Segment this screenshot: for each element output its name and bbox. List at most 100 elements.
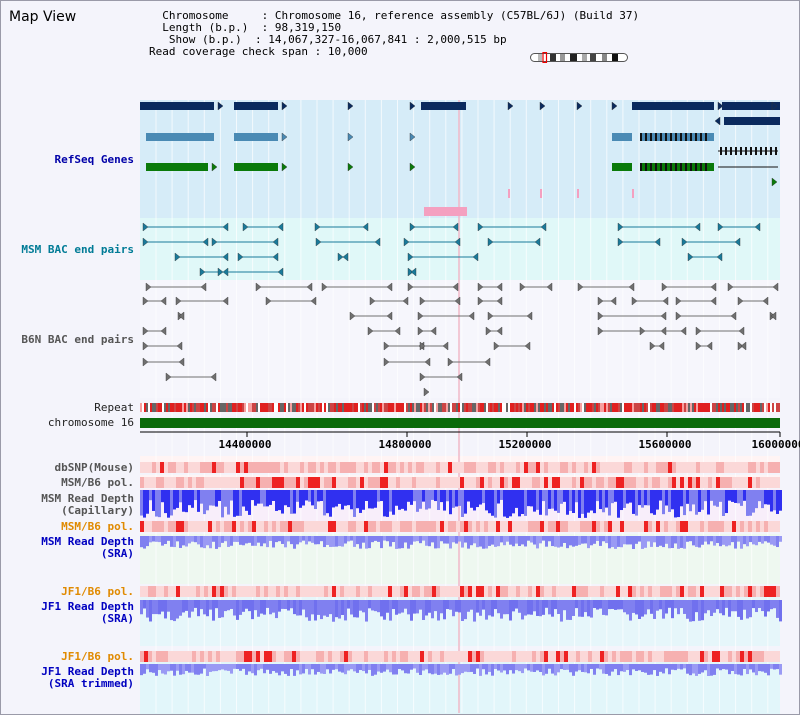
heat-cell (344, 586, 348, 597)
depth-bar (461, 664, 464, 674)
gene-arrow (409, 132, 416, 142)
depth-bar (257, 536, 260, 543)
depth-bar (719, 664, 722, 671)
heat-cell (688, 462, 692, 473)
depth-bar (170, 664, 173, 671)
heat-cell (640, 477, 644, 488)
track-label-b6n-bac[interactable]: B6N BAC end pairs (21, 333, 134, 346)
heat-cell (420, 462, 424, 473)
heat-cell (656, 521, 660, 532)
repeat-cell (472, 403, 474, 412)
depth-bar (575, 490, 578, 503)
depth-bar (242, 490, 245, 507)
depth-bar (167, 536, 170, 541)
depth-bar (578, 664, 581, 671)
heat-cell (384, 521, 388, 532)
track-label-msm-depth-capillary[interactable]: MSM Read Depth (Capillary) (41, 493, 134, 517)
heat-cell (476, 586, 480, 597)
depth-bar (515, 600, 518, 609)
depth-bar (266, 600, 269, 608)
repeat-cell (454, 403, 456, 412)
depth-bar (503, 490, 506, 517)
repeat-cell (278, 403, 280, 412)
exon-mark (690, 133, 692, 141)
depth-bar (374, 536, 377, 541)
heat-cell (324, 521, 328, 532)
depth-bar (527, 664, 530, 671)
repeat-cell (210, 403, 212, 412)
repeat-cell (346, 403, 348, 412)
heat-cell (676, 477, 680, 488)
heat-cell (472, 462, 476, 473)
heat-cell (508, 477, 512, 488)
track-label-msm-depth-sra[interactable]: MSM Read Depth (SRA) (41, 536, 134, 560)
depth-bar (392, 490, 395, 515)
track-label-dbsnp[interactable]: dbSNP(Mouse) (54, 461, 134, 474)
depth-bar (668, 490, 671, 512)
depth-bar (281, 600, 284, 609)
track-label-jf1-b6-pol-1[interactable]: JF1/B6 pol. (61, 585, 134, 598)
track-label-msm-bac[interactable]: MSM BAC end pairs (21, 243, 134, 256)
track-label-chromosome[interactable]: chromosome 16 (47, 416, 134, 429)
heat-cell (336, 521, 340, 532)
heat-cell (336, 651, 340, 662)
depth-bar (347, 664, 350, 671)
track-label-msm-b6-pol-1[interactable]: MSM/B6 pol. (61, 476, 134, 489)
heat-cell (672, 521, 676, 532)
heat-cell (540, 521, 544, 532)
heat-cell (636, 462, 640, 473)
heat-cell (676, 651, 680, 662)
heat-cell (424, 462, 428, 473)
heat-cell (312, 651, 316, 662)
exon-mark (725, 147, 727, 155)
track-label-refseq[interactable]: RefSeq Genes (54, 153, 134, 166)
depth-bar (533, 664, 536, 672)
heat-cell (444, 521, 448, 532)
depth-bar (191, 664, 194, 673)
heat-cell (256, 521, 260, 532)
heat-cell (208, 586, 212, 597)
depth-bar (497, 490, 500, 504)
heat-cell (640, 586, 644, 597)
repeat-cell (146, 403, 148, 412)
repeat-cell (476, 403, 478, 412)
heat-cell (364, 521, 368, 532)
repeat-cell (270, 403, 272, 412)
depth-bar (413, 664, 416, 669)
track-label-msm-b6-pol-2[interactable]: MSM/B6 pol. (61, 520, 134, 533)
depth-bar (266, 536, 269, 548)
depth-bar (626, 600, 629, 615)
repeat-cell (362, 403, 364, 412)
repeat-cell (644, 403, 646, 412)
track-label-jf1-b6-pol-2[interactable]: JF1/B6 pol. (61, 650, 134, 663)
track-label-repeat[interactable]: Repeat (94, 401, 134, 414)
heat-cell (180, 586, 184, 597)
track-label-jf1-depth-trimmed[interactable]: JF1 Read Depth (SRA trimmed) (41, 666, 134, 690)
depth-bar (770, 600, 773, 610)
repeat-cell (410, 403, 412, 412)
depth-bar (689, 600, 692, 622)
depth-bar (455, 536, 458, 544)
gene-arrow (362, 222, 369, 232)
heat-cell (440, 651, 444, 662)
repeat-cell (670, 403, 672, 412)
heat-cell (456, 521, 460, 532)
heat-cell (628, 477, 632, 488)
depth-bar (458, 664, 461, 675)
depth-bar (671, 490, 674, 510)
depth-bar (524, 490, 527, 516)
chromosome-ideogram[interactable] (530, 52, 628, 63)
depth-bar (710, 664, 713, 676)
heat-cell (724, 521, 728, 532)
repeat-cell (582, 403, 584, 412)
heat-cell (176, 462, 180, 473)
repeat-cell (518, 403, 520, 412)
depth-bar (719, 490, 722, 502)
heat-cell (480, 477, 484, 488)
gene-arrow (771, 177, 778, 187)
repeat-cell (256, 403, 258, 412)
repeat-cell (628, 403, 630, 412)
track-label-jf1-depth-sra[interactable]: JF1 Read Depth (SRA) (41, 601, 134, 625)
depth-bar (767, 490, 770, 505)
